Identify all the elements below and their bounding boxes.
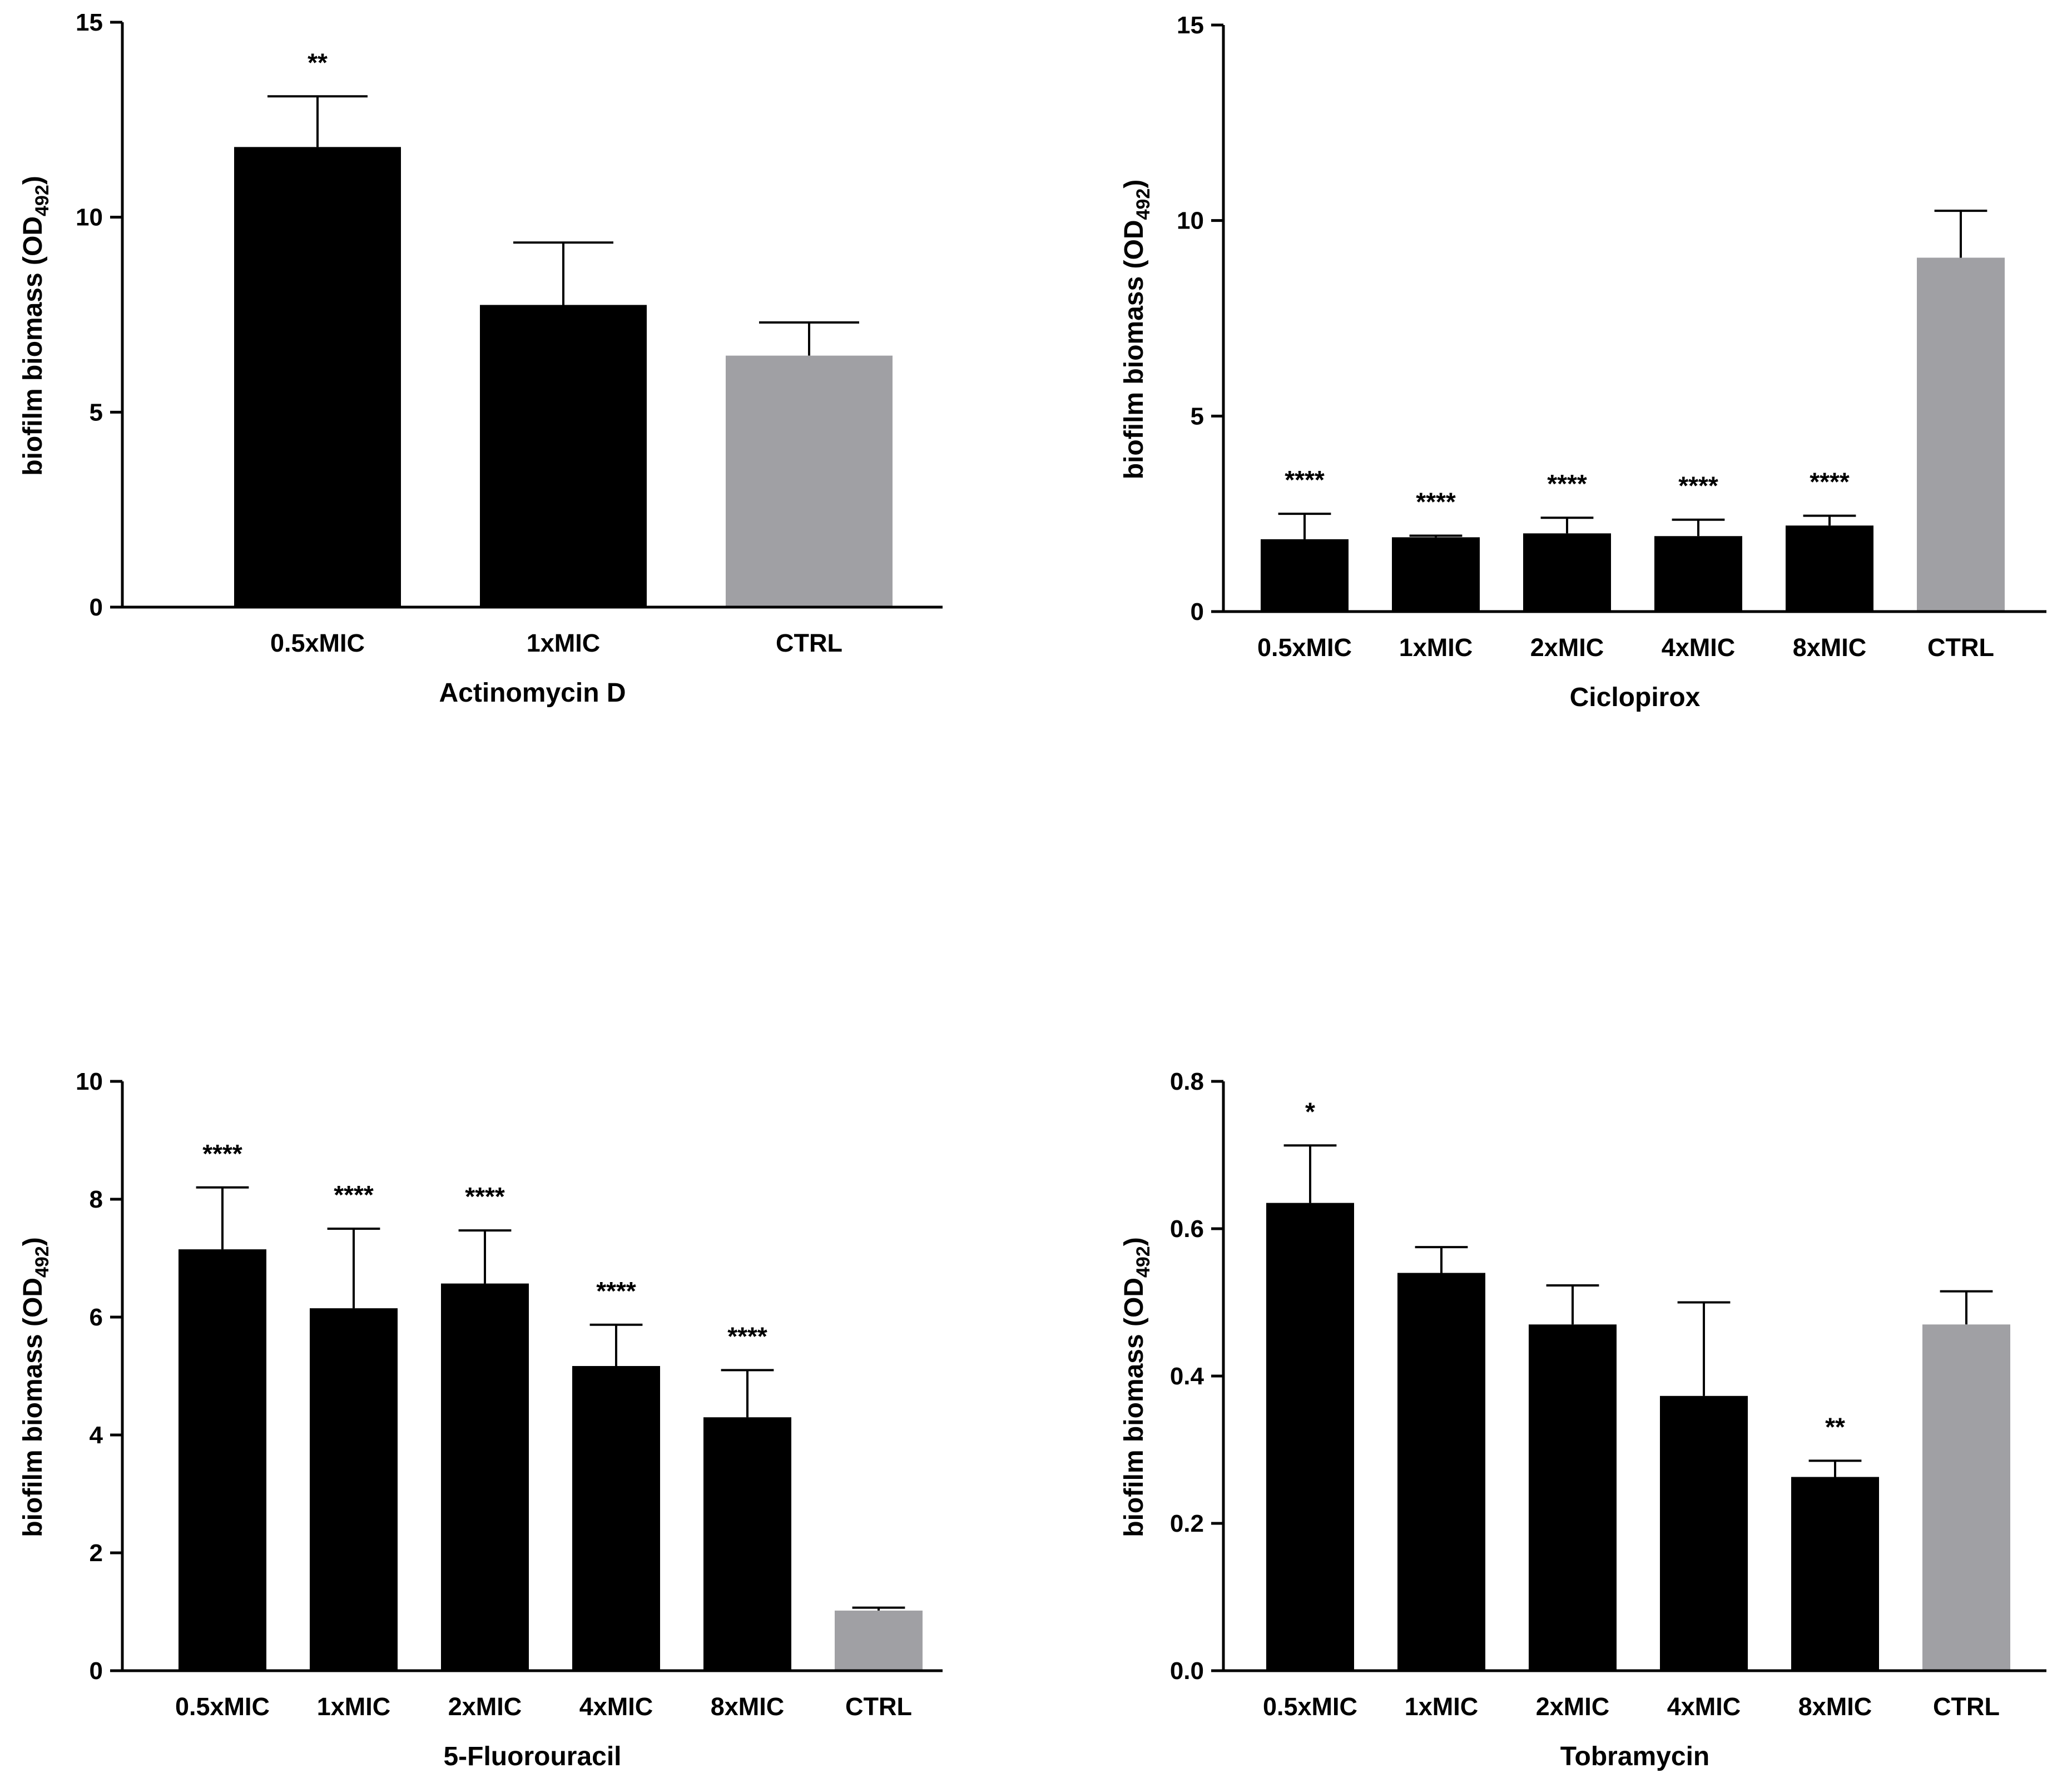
y-axis-label-main: biofilm biomass (OD (1119, 1278, 1149, 1537)
y-tick-label: 15 (1177, 12, 1204, 39)
x-tick-label-0-5xmic: 0.5xMIC (1263, 1692, 1357, 1721)
bar-2xmic (1523, 533, 1611, 612)
y-tick-label: 10 (76, 1068, 103, 1095)
x-axis-label: Tobramycin (1560, 1742, 1710, 1771)
y-axis-label-main: biofilm biomass (OD (18, 216, 48, 476)
chart-tobramycin: * 0.5xMIC 1xMIC 2xMIC 4xMIC ** 8xMIC CTRL 0.0 0.2… (1119, 1068, 2046, 1771)
x-tick-label-ctrl: CTRL (776, 629, 842, 657)
x-axis-label: Actinomycin D (439, 678, 626, 708)
bar-1xmic (1397, 1273, 1485, 1671)
bar-2xmic (1529, 1324, 1617, 1671)
bar-ctrl (726, 355, 893, 607)
x-axis-label: Ciclopirox (1570, 683, 1701, 712)
y-tick-label: 0.6 (1170, 1215, 1204, 1243)
chart-ciclopirox: **** 0.5xMIC **** 1xMIC **** 2xMIC **** 4xMIC **… (1119, 12, 2046, 712)
y-tick-label: 5 (90, 399, 103, 426)
x-tick-label-0-5xmic: 0.5xMIC (175, 1692, 270, 1721)
y-axis-label-main: biofilm biomass (OD (18, 1278, 48, 1537)
x-tick-label-4xmic: 4xMIC (579, 1692, 653, 1721)
significance-1xmic: **** (334, 1180, 374, 1209)
significance-8xmic: **** (727, 1322, 767, 1350)
x-tick-label-8xmic: 8xMIC (1793, 633, 1867, 662)
y-axis-label-close: ) (18, 1237, 48, 1246)
x-tick-label-2xmic: 2xMIC (448, 1692, 522, 1721)
y-tick-label: 5 (1191, 403, 1204, 430)
bar-1xmic (310, 1308, 398, 1671)
significance-4xmic: **** (1678, 471, 1718, 500)
y-axis-label: biofilm biomass (OD492) (1119, 180, 1154, 479)
bar-ctrl (1917, 257, 2005, 612)
bar-0-5xmic (1266, 1203, 1354, 1671)
y-tick-label: 4 (90, 1422, 103, 1449)
chart-actinomycin-d: ** 0.5xMIC 1xMIC CTRL 0 5 10 15 Actinomycin D bio… (18, 9, 943, 708)
bar-1xmic (1392, 537, 1480, 612)
x-tick-label-1xmic: 1xMIC (1405, 1692, 1479, 1721)
y-tick-label: 0.2 (1170, 1510, 1204, 1537)
x-tick-label-4xmic: 4xMIC (1662, 633, 1736, 662)
significance-0-5xmic: **** (202, 1139, 242, 1168)
significance-0-5xmic: ** (308, 48, 328, 77)
x-tick-label-1xmic: 1xMIC (527, 629, 601, 657)
y-axis-label-subscript: 492 (32, 1246, 53, 1278)
bar-4xmic (1654, 536, 1742, 612)
y-axis-label-close: ) (1119, 180, 1149, 188)
x-tick-label-0-5xmic: 0.5xMIC (1257, 633, 1352, 662)
bar-4xmic (572, 1365, 660, 1671)
x-tick-label-1xmic: 1xMIC (317, 1692, 391, 1721)
y-tick-label: 10 (76, 204, 103, 231)
y-tick-label: 10 (1177, 207, 1204, 235)
x-tick-label-ctrl: CTRL (845, 1692, 912, 1721)
significance-8xmic: ** (1825, 1412, 1845, 1441)
bar-0-5xmic (234, 147, 401, 608)
significance-0-5xmic: * (1305, 1097, 1315, 1126)
x-tick-label-ctrl: CTRL (1927, 633, 1994, 662)
bar-0-5xmic (1261, 539, 1349, 612)
y-tick-label: 0 (1191, 598, 1204, 625)
significance-2xmic: **** (1547, 469, 1587, 498)
x-axis-label: 5-Fluorouracil (443, 1742, 621, 1771)
x-tick-label-4xmic: 4xMIC (1667, 1692, 1741, 1721)
y-axis-label: biofilm biomass (OD492) (1119, 1237, 1154, 1537)
bar-ctrl (835, 1610, 923, 1671)
significance-1xmic: **** (1416, 488, 1456, 516)
y-tick-label: 2 (90, 1539, 103, 1567)
bar-ctrl (1922, 1324, 2010, 1671)
y-axis-label: biofilm biomass (OD492) (18, 1237, 53, 1537)
x-tick-label-0-5xmic: 0.5xMIC (270, 629, 365, 657)
y-tick-label: 0.8 (1170, 1068, 1204, 1095)
x-tick-label-8xmic: 8xMIC (1798, 1692, 1872, 1721)
y-axis-label-close: ) (18, 176, 48, 185)
significance-8xmic: **** (1810, 468, 1850, 496)
significance-2xmic: **** (465, 1182, 505, 1211)
y-tick-label: 8 (90, 1186, 103, 1213)
bar-0-5xmic (179, 1249, 266, 1671)
bar-2xmic (441, 1283, 529, 1671)
y-axis-label-close: ) (1119, 1237, 1149, 1246)
bar-1xmic (480, 305, 647, 607)
y-tick-label: 6 (90, 1304, 103, 1331)
y-axis-label-subscript: 492 (1133, 1246, 1154, 1278)
x-tick-label-2xmic: 2xMIC (1530, 633, 1604, 662)
y-tick-label: 0.0 (1170, 1657, 1204, 1685)
significance-0-5xmic: **** (1285, 465, 1325, 494)
x-tick-label-ctrl: CTRL (1933, 1692, 2000, 1721)
bar-4xmic (1660, 1395, 1748, 1671)
y-tick-label: 0.4 (1170, 1363, 1204, 1390)
y-axis-label-subscript: 492 (32, 185, 53, 216)
y-axis-label: biofilm biomass (OD492) (18, 176, 53, 475)
bar-8xmic (1786, 525, 1873, 612)
x-tick-label-1xmic: 1xMIC (1399, 633, 1473, 662)
bar-8xmic (1791, 1477, 1879, 1671)
y-tick-label: 15 (76, 9, 103, 36)
bar-8xmic (703, 1417, 791, 1671)
significance-4xmic: **** (596, 1277, 636, 1305)
x-tick-label-2xmic: 2xMIC (1536, 1692, 1610, 1721)
y-axis-label-subscript: 492 (1133, 188, 1154, 220)
y-tick-label: 0 (90, 594, 103, 621)
chart-5-fluorouracil: **** 0.5xMIC **** 1xMIC **** 2xMIC **** 4xMIC **… (18, 1068, 943, 1771)
x-tick-label-8xmic: 8xMIC (711, 1692, 785, 1721)
y-tick-label: 0 (90, 1657, 103, 1685)
y-axis-label-main: biofilm biomass (OD (1119, 220, 1149, 480)
